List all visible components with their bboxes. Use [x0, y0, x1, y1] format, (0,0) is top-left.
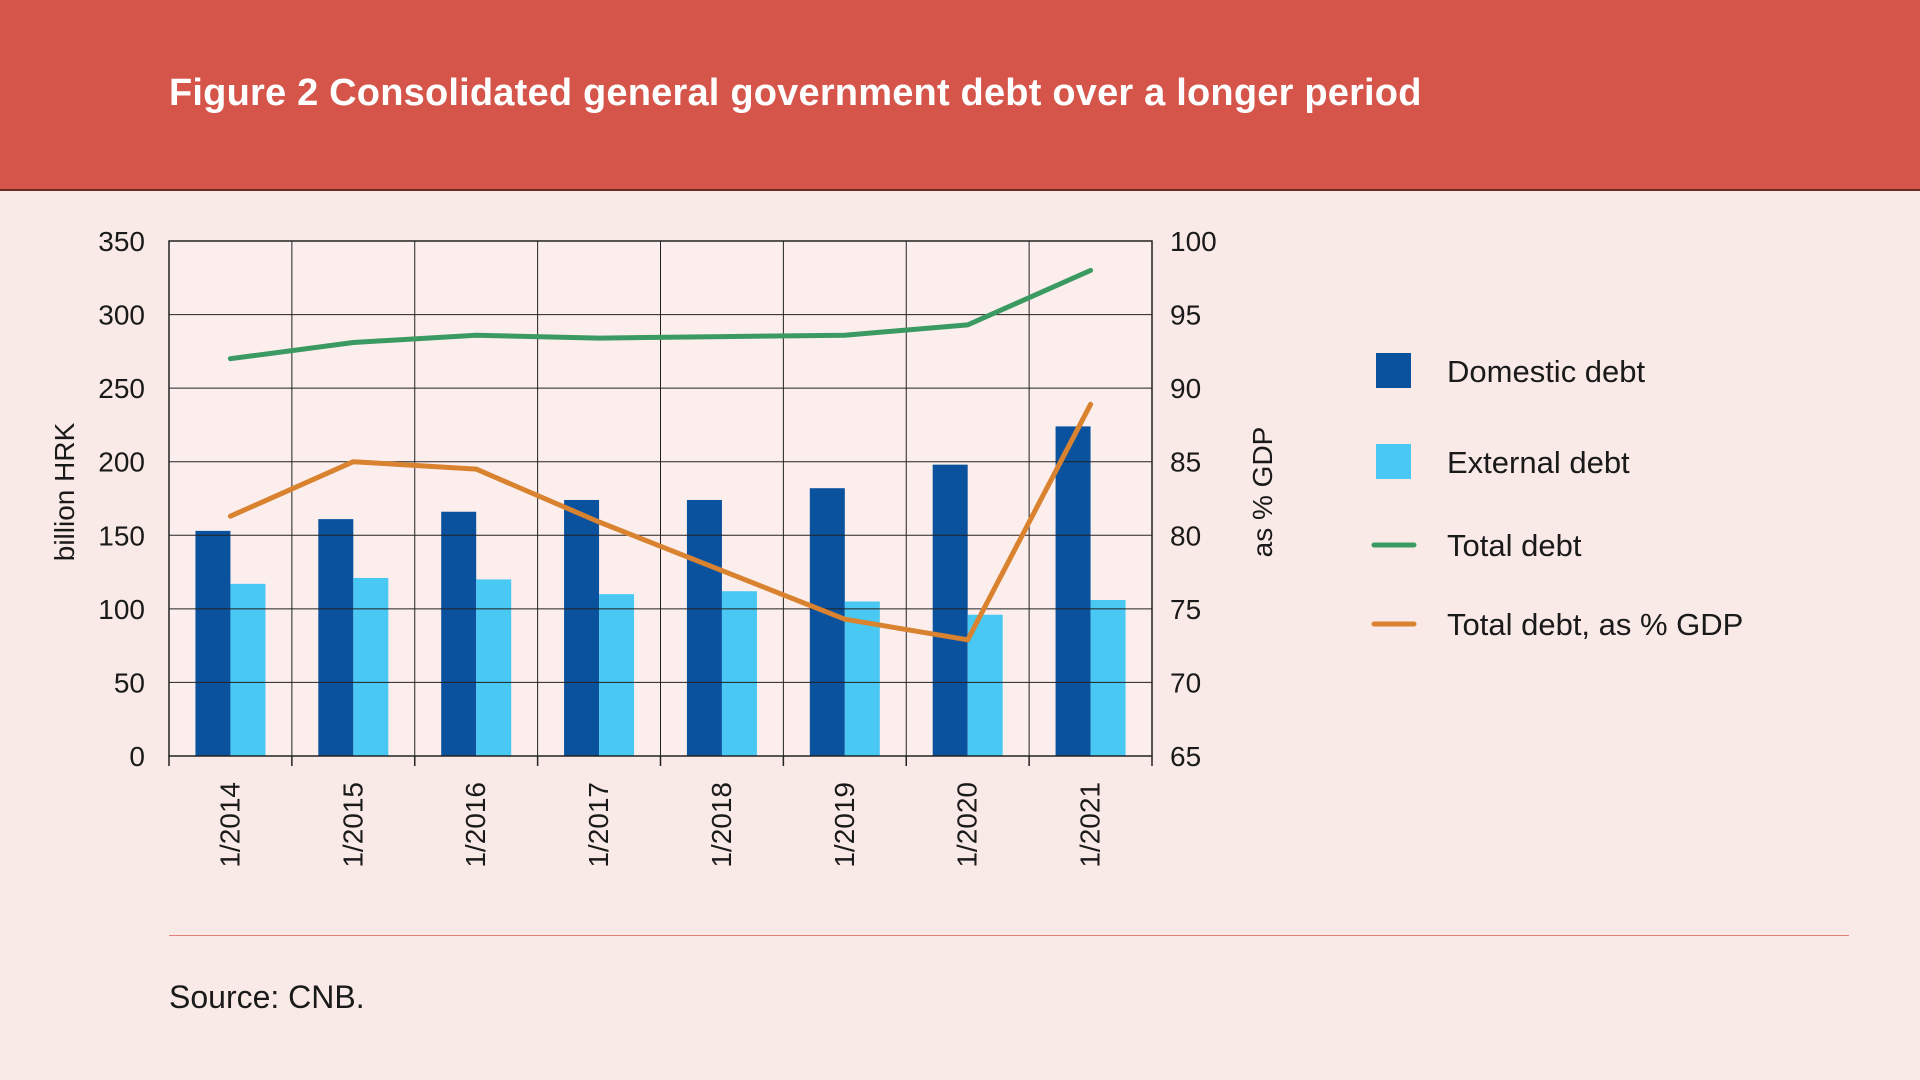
legend-label: External debt [1447, 445, 1630, 480]
external-debt-bar-1-2014 [230, 583, 266, 756]
domestic-debt-bar-1-2018 [686, 499, 722, 756]
external-debt-bar-1-2015 [353, 577, 389, 756]
right-axis-tick-label: 90 [1170, 373, 1201, 404]
left-axis-tick-label: 50 [114, 667, 145, 698]
left-axis-tick-label: 350 [98, 226, 145, 257]
left-axis-tick-label: 0 [129, 741, 145, 772]
external-debt-bar-1-2019 [844, 601, 880, 756]
right-axis-tick-label: 95 [1170, 300, 1201, 331]
legend-label: Total debt, as % GDP [1447, 607, 1743, 642]
right-axis-title: as % GDP [1247, 427, 1278, 558]
x-axis-tick-label: 1/2016 [460, 782, 491, 868]
source-note: Source: CNB. [169, 979, 365, 1015]
figure-header: Figure 2 Consolidated general government… [0, 0, 1920, 191]
right-axis-tick-label: 75 [1170, 594, 1201, 625]
external-debt-bar-1-2021 [1090, 600, 1126, 756]
x-axis-tick-label: 1/2018 [706, 782, 737, 868]
figure-title: Figure 2 Consolidated general government… [169, 72, 1422, 114]
x-axis-tick-label: 1/2019 [829, 782, 860, 868]
domestic-debt-bar-1-2019 [809, 488, 845, 756]
right-axis-tick-label: 80 [1170, 520, 1201, 551]
domestic-debt-bar-1-2015 [318, 519, 354, 756]
right-axis-tick-label: 100 [1170, 226, 1217, 257]
external-debt-bar-1-2018 [721, 591, 757, 756]
left-axis-tick-label: 250 [98, 373, 145, 404]
x-axis-tick-label: 1/2020 [952, 782, 983, 868]
left-axis-tick-label: 300 [98, 300, 145, 331]
left-axis-tick-label: 150 [98, 520, 145, 551]
x-axis-tick-label: 1/2015 [337, 782, 368, 868]
footer-divider [169, 935, 1849, 936]
domestic-debt-bar-1-2017 [564, 499, 600, 756]
right-axis-tick-label: 85 [1170, 447, 1201, 478]
domestic-debt-bar-1-2021 [1055, 426, 1091, 756]
x-axis-tick-label: 1/2017 [583, 782, 614, 868]
right-axis-tick-label: 65 [1170, 741, 1201, 772]
domestic-debt-bar-1-2014 [195, 530, 231, 756]
right-axis-tick-label: 70 [1170, 667, 1201, 698]
domestic-debt-bar-1-2016 [441, 511, 477, 756]
legend-swatch-external-debt [1376, 444, 1411, 479]
domestic-debt-bar-1-2020 [932, 464, 968, 756]
total-debt-line [227, 267, 1094, 362]
left-axis-tick-label: 200 [98, 447, 145, 478]
external-debt-bar-1-2016 [476, 579, 512, 756]
x-axis-tick-label: 1/2014 [214, 782, 245, 868]
external-debt-bar-1-2017 [599, 594, 635, 756]
x-axis-tick-label: 1/2021 [1075, 782, 1106, 868]
legend-swatch-domestic-debt [1376, 353, 1411, 388]
total-debt-pct-gdp-line [227, 401, 1094, 643]
legend-label: Domestic debt [1447, 354, 1646, 389]
legend-label: Total debt [1447, 528, 1582, 563]
left-axis-tick-label: 100 [98, 594, 145, 625]
external-debt-bar-1-2020 [967, 614, 1003, 756]
left-axis-title: billion HRK [49, 422, 80, 561]
